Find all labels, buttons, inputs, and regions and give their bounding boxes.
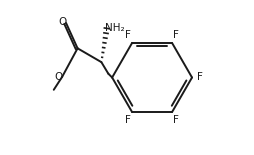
Text: NH₂: NH₂ xyxy=(104,23,124,33)
Text: F: F xyxy=(196,73,202,82)
Text: F: F xyxy=(172,30,178,40)
Text: O: O xyxy=(54,72,62,82)
Text: O: O xyxy=(58,17,67,27)
Text: F: F xyxy=(125,30,131,40)
Text: F: F xyxy=(125,115,131,125)
Text: F: F xyxy=(172,115,178,125)
